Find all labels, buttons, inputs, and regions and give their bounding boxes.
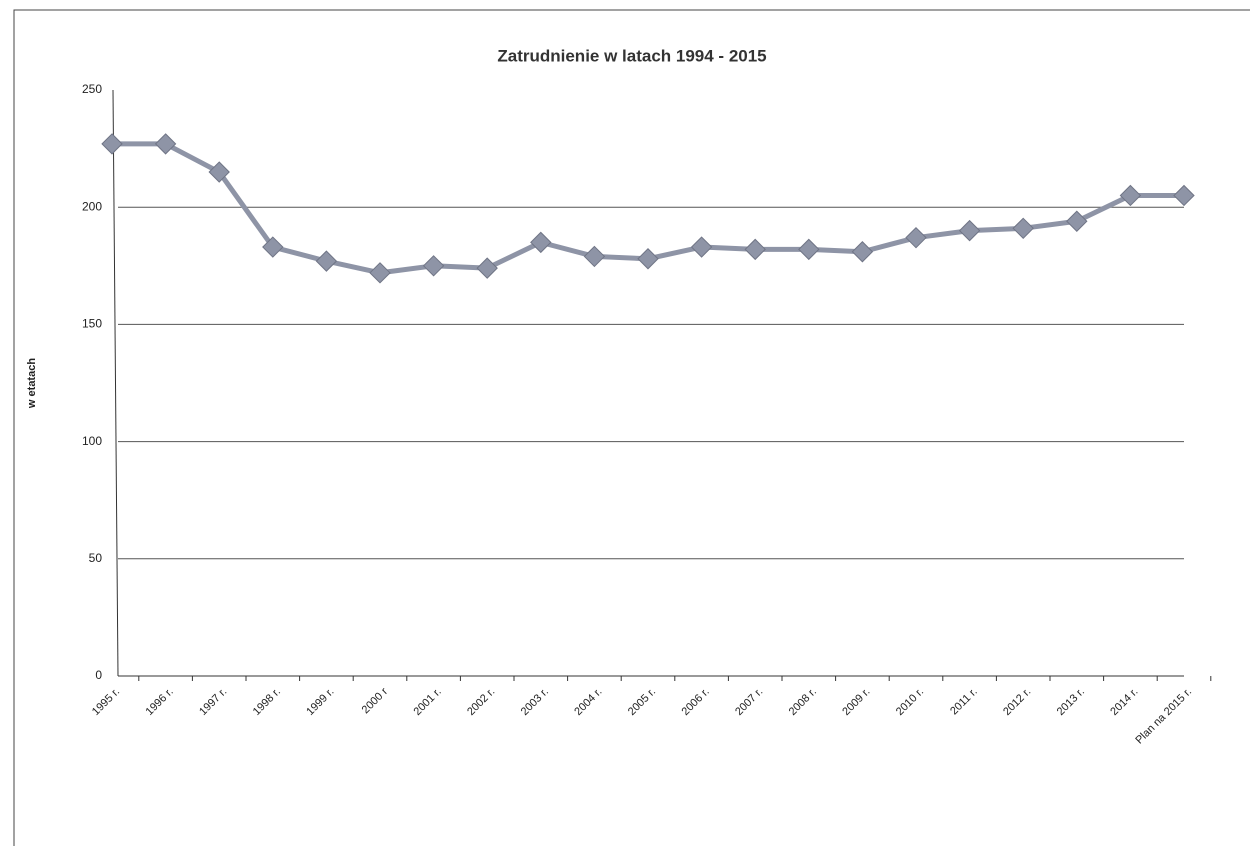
y-tick-label: 100	[82, 434, 102, 448]
y-tick-label: 200	[82, 199, 102, 213]
data-point	[1119, 184, 1142, 207]
data-point	[637, 248, 659, 270]
data-point	[1012, 217, 1034, 240]
data-point	[958, 219, 981, 242]
data-point	[1173, 184, 1195, 207]
y-tick-label: 0	[95, 668, 102, 682]
data-point	[851, 241, 874, 263]
y-axis	[112, 89, 119, 677]
data-point	[369, 262, 391, 284]
data-point	[262, 236, 284, 258]
data-point	[798, 238, 820, 261]
data-point	[154, 133, 177, 155]
data-point	[315, 250, 338, 272]
frame	[13, 9, 1250, 846]
y-axis-label: w etatach	[26, 358, 38, 409]
data-point	[101, 133, 123, 155]
data-point	[583, 245, 606, 268]
data-point	[208, 161, 230, 183]
data-point	[1066, 210, 1088, 232]
data-point	[530, 231, 552, 254]
chart-title: Zatrudnienie w latach 1994 - 2015	[497, 46, 766, 65]
data-point	[744, 238, 766, 261]
y-tick-label: 150	[82, 317, 102, 331]
y-tick-label: 50	[89, 551, 103, 565]
data-point	[422, 255, 445, 277]
data-point	[690, 236, 713, 258]
y-tick-label: 250	[82, 82, 102, 96]
data-point	[905, 226, 927, 249]
data-point	[476, 257, 498, 279]
